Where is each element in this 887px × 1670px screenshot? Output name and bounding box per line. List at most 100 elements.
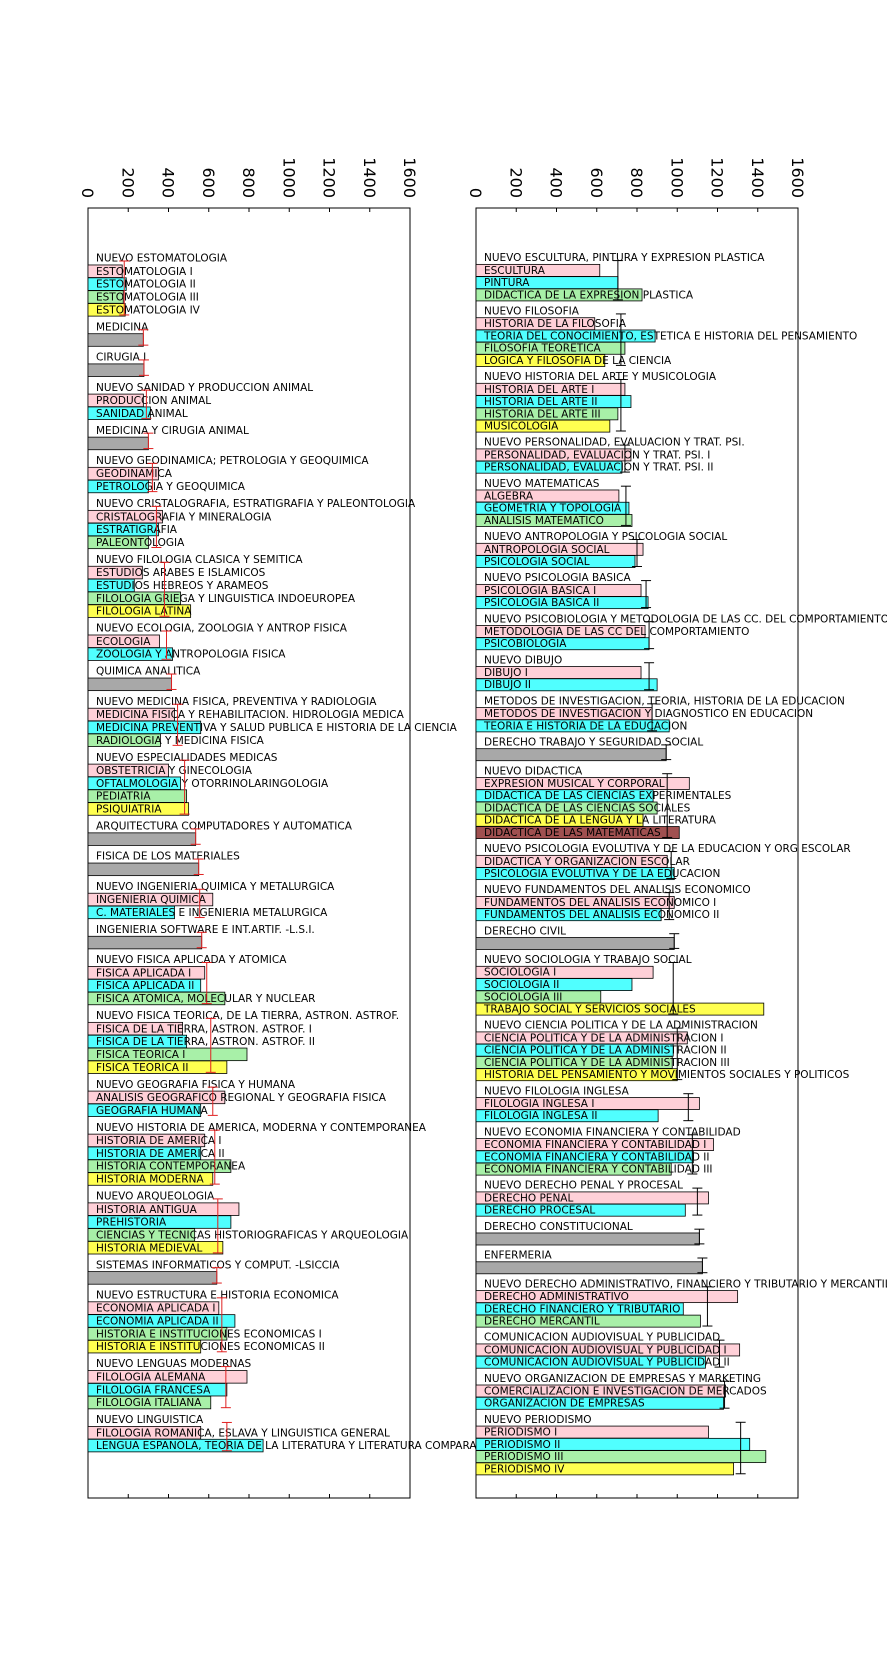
- bar-label: FILOLOGIA ROMANICA, ESLAVA Y LINGUISTICA…: [96, 1427, 390, 1439]
- bar-label: GEOGRAFIA HUMANA: [96, 1105, 209, 1117]
- bar-label: TEORIA DEL CONOCIMIENTO, ESTETICA E HIST…: [483, 330, 857, 342]
- bar: [475, 867, 675, 881]
- bar: [475, 678, 658, 692]
- group-title: NUEVO DIBUJO: [484, 654, 562, 666]
- group-title: COMUNICACION AUDIOVISUAL Y PUBLICIDAD: [484, 1332, 720, 1344]
- bar-label: ZOOLOGIA Y ANTROPOLOGIA FISICA: [96, 649, 286, 661]
- bar-label: PERIODISMO III: [484, 1451, 563, 1463]
- bar-label: GEOMETRIA Y TOPOLOGIA: [484, 503, 622, 515]
- bar: [475, 826, 680, 839]
- bar-label: HISTORIA MEDIEVAL: [96, 1242, 202, 1254]
- bar-label: FISICA TEORICA II: [96, 1062, 189, 1074]
- bar-label: ORGANIZACION DE EMPRESAS: [484, 1398, 645, 1410]
- bar: [87, 1060, 228, 1074]
- bar-label: MEDICINA PREVENTIVA Y SALUD PUBLICA E HI…: [96, 722, 458, 734]
- bar: [87, 1438, 264, 1453]
- bar-label: ESTOMATOLOGIA I: [96, 266, 193, 278]
- bar: [475, 1261, 703, 1275]
- tick-label: 800: [239, 167, 258, 198]
- bar: [87, 479, 149, 494]
- bar: [87, 1395, 212, 1410]
- bar-label: ANALISIS MATEMATICO: [484, 515, 604, 527]
- bar-label: ESTOMATOLOGIA III: [96, 292, 199, 304]
- bar-label: GEODINAMICA: [96, 468, 173, 480]
- group-title: NUEVO LENGUAS MODERNAS: [96, 1358, 251, 1370]
- bar-label: FILOLOGIA INGLESA II: [484, 1110, 598, 1122]
- group-title: NUEVO DERECHO ADMINISTRATIVO, FINANCIERO…: [484, 1278, 887, 1290]
- group-title: NUEVO PERIODISMO: [484, 1414, 592, 1426]
- bar-label: FISICA DE LA TIERRA, ASTRON. ASTROF. II: [96, 1036, 315, 1048]
- tick-label: 800: [627, 167, 646, 198]
- bar: [87, 436, 149, 451]
- bar: [87, 802, 190, 816]
- bar-label: ALGEBRA: [484, 490, 534, 502]
- bar: [475, 555, 636, 568]
- group-title: NUEVO FILOLOGIA CLASICA Y SEMITICA: [96, 554, 303, 566]
- bar: [87, 303, 126, 317]
- bar: [475, 1002, 765, 1016]
- bar-label: PERIODISMO II: [484, 1439, 560, 1451]
- tick-label: 400: [159, 167, 178, 198]
- bar-label: ESTUDIOS ARABES E ISLAMICOS: [96, 567, 266, 579]
- bar-label: OBSTETRICIA Y GINECOLOGIA: [96, 765, 253, 777]
- group-title: NUEVO PSICOBIOLOGIA Y METODOLOGIA DE LAS…: [484, 613, 887, 625]
- bar-label: ESCULTURA: [484, 265, 546, 277]
- tick-label: 1600: [788, 157, 807, 198]
- bar-label: CIENCIA POLITICA Y DE LA ADMINISTRACION …: [484, 1057, 730, 1069]
- bar-label: DIDACTICA DE LAS MATEMATICAS: [484, 827, 661, 839]
- bar-label: FISICA ATOMICA, MOLECULAR Y NUCLEAR: [96, 993, 315, 1005]
- group-title: FISICA DE LOS MATERIALES: [96, 851, 240, 863]
- bar-label: TEORIA E HISTORIA DE LA EDUCACION: [483, 720, 687, 732]
- bar-label: LENGUA ESPANOLA, TEORIA DE LA LITERATURA…: [96, 1440, 492, 1452]
- tick-label: 0: [78, 188, 97, 198]
- bar-label: CIENCIAS Y TECNICAS HISTORIOGRAFICAS Y A…: [96, 1229, 409, 1241]
- bar-label: CIENCIA POLITICA Y DE LA ADMINISTRACION …: [484, 1045, 727, 1057]
- group-title: NUEVO FILOSOFIA: [484, 306, 580, 318]
- bar: [475, 908, 662, 922]
- group-title: NUEVO PSICOLOGIA BASICA: [484, 572, 631, 584]
- group-title: INGENIERIA SOFTWARE E INT.ARTIF. -L.S.I.: [96, 924, 315, 936]
- group-title: NUEVO SOCIOLOGIA Y TRABAJO SOCIAL: [484, 954, 692, 966]
- group-title: NUEVO FISICA TEORICA, DE LA TIERRA, ASTR…: [96, 1010, 399, 1022]
- group-title: NUEVO LINGUISTICA: [96, 1414, 204, 1426]
- bar-label: ANALISIS GEOGRAFICO REGIONAL Y GEOGRAFIA…: [96, 1092, 387, 1104]
- bar-label: DERECHO PROCESAL: [484, 1205, 595, 1217]
- bar-label: DIDACTICA DE LAS CIENCIAS SOCIALES: [484, 802, 691, 814]
- bar-label: HISTORIA DE LA FILOSOFIA: [484, 318, 627, 330]
- bar-label: CIENCIA POLITICA Y DE LA ADMINISTRACION …: [484, 1032, 724, 1044]
- tick-label: 0: [466, 188, 485, 198]
- bar-label: FILOLOGIA LATINA: [96, 606, 192, 618]
- group-title: NUEVO DERECHO PENAL Y PROCESAL: [484, 1180, 683, 1192]
- group-title: NUEVO MEDICINA FISICA, PREVENTIVA Y RADI…: [96, 696, 377, 708]
- bar-label: EXPRESION MUSICAL Y CORPORAL: [484, 778, 665, 790]
- bar-label: FILOSOFIA TEORETICA: [484, 343, 602, 355]
- bar: [475, 1232, 700, 1246]
- bar: [475, 1109, 659, 1123]
- bar: [87, 991, 226, 1006]
- bar-label: ANTROPOLOGIA SOCIAL: [484, 544, 610, 556]
- group-title: NUEVO SANIDAD Y PRODUCCION ANIMAL: [96, 382, 313, 394]
- bar-label: HISTORIA DEL ARTE III: [484, 408, 601, 420]
- bar-label: ECONOMIA APLICADA II: [96, 1316, 219, 1328]
- bar: [87, 406, 151, 420]
- bar-label: COMERCIALIZACION E INVESTIGACION DE MERC…: [484, 1385, 767, 1397]
- group-title: NUEVO ARQUEOLOGIA: [96, 1191, 215, 1203]
- group-title: QUIMICA ANALITICA: [96, 666, 201, 678]
- bar-label: PSICOBIOLOGIA: [484, 638, 567, 650]
- bar-label: MUSICOLOGIA: [484, 421, 559, 433]
- bar-label: ECONOMIA APLICADA I: [96, 1303, 216, 1315]
- bar-label: PREHISTORIA: [96, 1217, 167, 1229]
- bar: [87, 905, 175, 920]
- group-title: NUEVO GEOGRAFIA FISICA Y HUMANA: [96, 1079, 296, 1091]
- group-title: DERECHO TRABAJO Y SEGURIDAD SOCIAL: [484, 736, 703, 748]
- bar-label: HISTORIA DEL PENSAMIENTO Y MOVIMIENTOS S…: [484, 1069, 850, 1081]
- bar-label: PALEONTOLOGIA: [96, 537, 185, 549]
- group-title: NUEVO FUNDAMENTOS DEL ANALISIS ECONOMICO: [484, 884, 751, 896]
- bar-label: FILOLOGIA ALEMANA: [96, 1371, 206, 1383]
- group-title: NUEVO ESPECIALIDADES MEDICAS: [96, 752, 278, 764]
- bar-label: PERSONALIDAD, EVALUACION Y TRAT. PSI. II: [484, 462, 713, 474]
- tick-label: 1600: [400, 157, 419, 198]
- group-title: NUEVO ECONOMIA FINANCIERA Y CONTABILIDAD: [484, 1126, 741, 1138]
- bar: [87, 1103, 202, 1117]
- bar-label: ESTUDIOS HEBREOS Y ARAMEOS: [96, 580, 269, 592]
